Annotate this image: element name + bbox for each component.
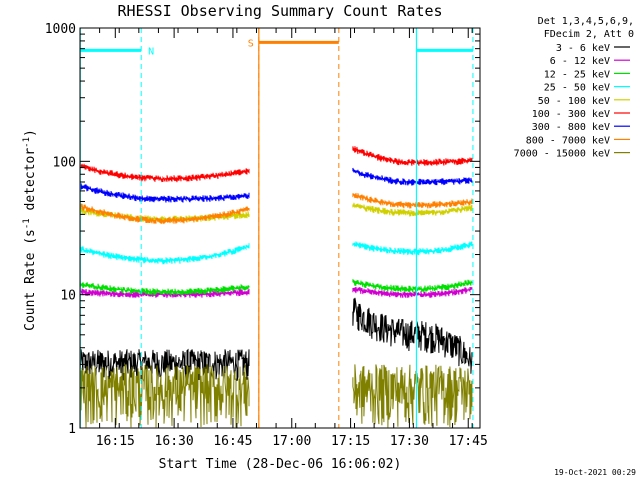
x-tick-label: 17:00 — [272, 434, 311, 449]
flag-bar-0: N — [80, 28, 154, 428]
footer-date: 19-Oct-2021 00:29 — [554, 468, 636, 477]
series-trace — [352, 146, 473, 166]
series-7 — [79, 192, 473, 225]
y-tick-label: 1 — [68, 422, 76, 437]
y-tick-label: 1000 — [45, 22, 76, 37]
legend-label: 6 - 12 keV — [550, 56, 610, 67]
y-tick-label: 100 — [53, 155, 76, 170]
y-axis-label-sup: -1 — [22, 218, 32, 229]
series-trace — [79, 243, 250, 265]
plot-frame — [79, 27, 481, 429]
flag-bar-2: S — [248, 28, 340, 428]
legend-label: 100 - 300 keV — [532, 109, 610, 120]
series-trace — [79, 348, 250, 382]
series-trace — [79, 203, 250, 225]
y-axis-label-end: ) — [23, 129, 38, 137]
legend-header: FDecim 2, Att 0 — [544, 29, 634, 40]
y-axis-label-part: Count Rate (s — [23, 229, 38, 331]
series-2 — [79, 279, 473, 296]
legend-header: Det 1,3,4,5,6,9, — [538, 16, 634, 27]
flag-bar-label: S — [248, 38, 254, 49]
legend-label: 50 - 100 keV — [538, 96, 610, 107]
series-1 — [79, 286, 473, 298]
series-trace — [79, 288, 250, 298]
series-trace — [352, 279, 473, 293]
y-tick-label: 10 — [60, 289, 76, 304]
series-trace — [79, 163, 250, 183]
series-6 — [79, 167, 473, 203]
y-axis-label-mid: detector — [23, 148, 38, 219]
series-3 — [79, 240, 473, 265]
x-axis-label: Start Time (28-Dec-06 16:06:02) — [159, 457, 402, 472]
series-8 — [79, 364, 473, 428]
series-trace — [352, 202, 473, 217]
series-trace — [352, 297, 473, 374]
legend-label: 25 - 50 keV — [544, 83, 610, 94]
chart-title: RHESSI Observing Summary Count Rates — [117, 2, 442, 20]
y-axis-label-sup: -1 — [22, 137, 32, 148]
legend-label: 12 - 25 keV — [544, 69, 610, 80]
x-tick-label: 16:30 — [155, 434, 194, 449]
legend-label: 3 - 6 keV — [556, 43, 610, 54]
legend: Det 1,3,4,5,6,9, FDecim 2, Att 0 3 - 6 keV… — [514, 16, 634, 160]
y-axis-label: Count Rate (s-1 detector-1) — [22, 129, 38, 331]
series-trace — [79, 281, 250, 296]
x-tick-label: 17:15 — [331, 434, 370, 449]
series-trace — [79, 364, 250, 428]
axes: 1 10 100 1000 16:15 16:30 16:45 17:00 17:15 17:30… — [45, 22, 488, 449]
x-tick-label: 17:30 — [390, 434, 429, 449]
series-trace — [352, 240, 473, 256]
series-5 — [79, 146, 473, 183]
flag-bar-label: N — [148, 46, 154, 57]
series-trace — [79, 182, 250, 203]
x-tick-label: 17:45 — [449, 434, 488, 449]
series-trace — [352, 364, 473, 428]
x-tick-label: 16:45 — [213, 434, 252, 449]
series-trace — [352, 286, 473, 298]
legend-label: 300 - 800 keV — [532, 122, 610, 133]
x-tick-label: 16:15 — [96, 434, 135, 449]
series-trace — [352, 192, 473, 209]
series-0 — [79, 297, 473, 382]
legend-label: 7000 - 15000 keV — [514, 149, 610, 160]
series-trace — [352, 167, 473, 186]
legend-label: 800 - 7000 keV — [526, 135, 610, 146]
plot-area: NS — [79, 28, 474, 428]
flag-bar-1 — [415, 28, 474, 428]
